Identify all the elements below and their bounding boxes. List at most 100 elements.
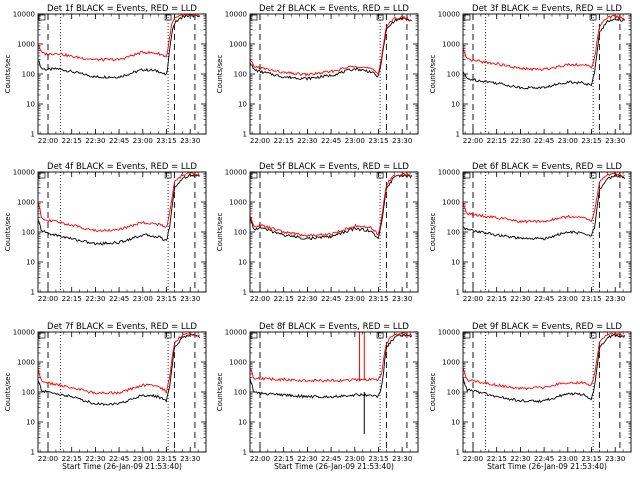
- events-series-line: [249, 174, 413, 241]
- x-tick-label: 22:45: [534, 295, 554, 303]
- time-range-marker: [164, 332, 172, 339]
- y-tick-label: 1000: [17, 199, 35, 207]
- events-series-line: [462, 333, 626, 404]
- panel-title: Det 6f BLACK = Events, RED = LLD: [472, 162, 622, 172]
- y-tick-label: 10: [238, 259, 247, 267]
- lld-series-line: [249, 331, 413, 383]
- time-range-marker: [250, 332, 258, 339]
- lld-series-line: [37, 13, 200, 62]
- x-tick-label: 23:15: [581, 137, 601, 145]
- x-tick-label: 23:30: [392, 455, 412, 463]
- events-series-line: [37, 14, 201, 79]
- y-tick-label: 100: [22, 389, 35, 397]
- detector-panel-9: Det 9f BLACK = Events, RED = LLD Counts/s…: [429, 322, 632, 471]
- y-tick-label: 100: [234, 389, 247, 397]
- plot-frame: [462, 171, 632, 293]
- plot-frame: [249, 171, 419, 293]
- events-series-line: [249, 17, 412, 81]
- time-range-marker: [463, 14, 471, 21]
- y-tick-label: 10: [451, 259, 460, 267]
- y-axis-label: Counts/sec: [216, 55, 224, 94]
- y-axis-label: Counts/sec: [216, 213, 224, 252]
- x-tick-label: 22:45: [109, 455, 129, 463]
- y-axis-label: Counts/sec: [4, 373, 12, 412]
- x-tick-label: 23:00: [345, 295, 365, 303]
- x-axis-label: Start Time (26-Jan-09 21:53:40): [487, 462, 607, 471]
- y-tick-label: 10: [26, 101, 35, 109]
- y-tick-label: 10: [26, 259, 35, 267]
- lld-series-line: [462, 332, 626, 391]
- plot-frame: [462, 13, 632, 135]
- y-tick-label: 1000: [229, 41, 247, 49]
- time-range-marker: [589, 172, 597, 179]
- plot-frame: [462, 331, 632, 453]
- plot-frame: [249, 13, 419, 135]
- events-series-line: [37, 173, 200, 246]
- x-tick-label: 22:15: [274, 137, 294, 145]
- x-tick-label: 22:45: [534, 137, 554, 145]
- x-tick-label: 23:30: [392, 137, 412, 145]
- x-tick-label: 23:15: [581, 455, 601, 463]
- y-tick-label: 1: [31, 289, 35, 297]
- y-tick-label: 100: [447, 71, 460, 79]
- panel-title: Det 7f BLACK = Events, RED = LLD: [47, 322, 197, 332]
- plot-frame: [37, 171, 207, 293]
- x-tick-label: 22:15: [487, 455, 507, 463]
- x-tick-label: 22:15: [487, 295, 507, 303]
- y-tick-label: 10: [238, 101, 247, 109]
- time-range-marker: [463, 332, 471, 339]
- y-tick-label: 1000: [17, 41, 35, 49]
- y-axis-label: Counts/sec: [216, 373, 224, 412]
- x-tick-label: 22:30: [297, 295, 317, 303]
- x-tick-label: 23:30: [605, 295, 625, 303]
- x-tick-label: 23:30: [180, 455, 200, 463]
- x-tick-label: 22:00: [463, 455, 483, 463]
- detector-panel-4: Det 4f BLACK = Events, RED = LLD Counts/s…: [4, 162, 207, 303]
- x-tick-label: 22:45: [321, 295, 341, 303]
- time-range-marker: [376, 172, 384, 179]
- panel-title: Det 5f BLACK = Events, RED = LLD: [259, 162, 409, 172]
- y-tick-label: 10000: [225, 11, 247, 19]
- y-tick-label: 100: [447, 229, 460, 237]
- x-tick-label: 22:45: [321, 455, 341, 463]
- x-tick-label: 22:45: [109, 137, 129, 145]
- y-tick-label: 10000: [225, 329, 247, 337]
- y-tick-label: 10: [238, 419, 247, 427]
- panel-title: Det 1f BLACK = Events, RED = LLD: [47, 4, 197, 14]
- x-tick-label: 22:15: [274, 455, 294, 463]
- x-tick-label: 22:00: [38, 137, 58, 145]
- x-tick-label: 23:30: [180, 295, 200, 303]
- detector-panel-1: Det 1f BLACK = Events, RED = LLD Counts/s…: [4, 4, 207, 145]
- x-tick-label: 23:00: [133, 295, 153, 303]
- y-tick-label: 100: [22, 229, 35, 237]
- y-tick-label: 1000: [229, 199, 247, 207]
- y-tick-label: 10: [451, 101, 460, 109]
- panel-title: Det 2f BLACK = Events, RED = LLD: [259, 4, 409, 14]
- y-tick-label: 10000: [438, 169, 460, 177]
- time-range-marker: [250, 14, 258, 21]
- time-range-marker: [38, 172, 46, 179]
- y-axis-label: Counts/sec: [429, 213, 437, 252]
- x-tick-label: 23:30: [605, 137, 625, 145]
- x-tick-label: 22:15: [62, 295, 82, 303]
- y-tick-label: 10000: [438, 329, 460, 337]
- detector-panel-6: Det 6f BLACK = Events, RED = LLD Counts/s…: [429, 162, 632, 303]
- x-tick-label: 22:45: [321, 137, 341, 145]
- x-tick-label: 22:00: [250, 455, 270, 463]
- detector-panel-2: Det 2f BLACK = Events, RED = LLD Counts/s…: [216, 4, 419, 145]
- y-tick-label: 10000: [13, 329, 35, 337]
- lld-series-line: [249, 15, 413, 77]
- x-tick-label: 23:15: [156, 455, 176, 463]
- plot-frame: [249, 331, 419, 453]
- x-tick-label: 23:00: [133, 137, 153, 145]
- y-tick-label: 1: [456, 131, 460, 139]
- y-axis-label: Counts/sec: [4, 213, 12, 252]
- x-tick-label: 22:15: [62, 137, 82, 145]
- y-tick-label: 1000: [229, 359, 247, 367]
- y-tick-label: 10000: [13, 169, 35, 177]
- y-tick-label: 1000: [442, 359, 460, 367]
- lld-series-line: [37, 331, 200, 395]
- y-tick-label: 10: [451, 419, 460, 427]
- y-tick-label: 10: [26, 419, 35, 427]
- x-tick-label: 22:30: [85, 295, 105, 303]
